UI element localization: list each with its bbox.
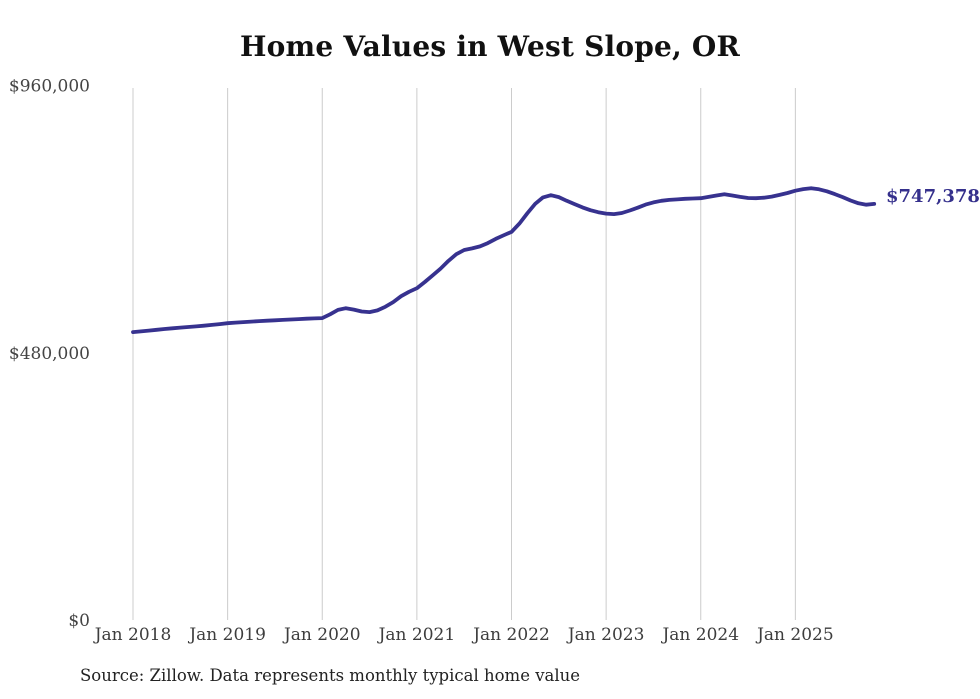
x-tick-label: Jan 2023	[566, 625, 645, 645]
x-tick-label: Jan 2025	[755, 625, 834, 645]
x-tick-label: Jan 2018	[93, 625, 172, 645]
final-value-label: $747,378	[886, 186, 980, 207]
y-tick-label: $0	[68, 611, 90, 631]
home-value-line	[131, 186, 877, 334]
y-tick-label: $960,000	[9, 77, 90, 97]
x-tick-label: Jan 2021	[377, 625, 456, 645]
chart-title: Home Values in West Slope, OR	[240, 30, 740, 63]
x-tick-label: Jan 2020	[282, 625, 361, 645]
x-tick-label: Jan 2019	[187, 625, 266, 645]
y-tick-label: $480,000	[9, 344, 90, 364]
x-tick-label: Jan 2024	[660, 625, 739, 645]
source-note: Source: Zillow. Data represents monthly …	[80, 666, 581, 685]
x-tick-label: Jan 2022	[471, 625, 550, 645]
